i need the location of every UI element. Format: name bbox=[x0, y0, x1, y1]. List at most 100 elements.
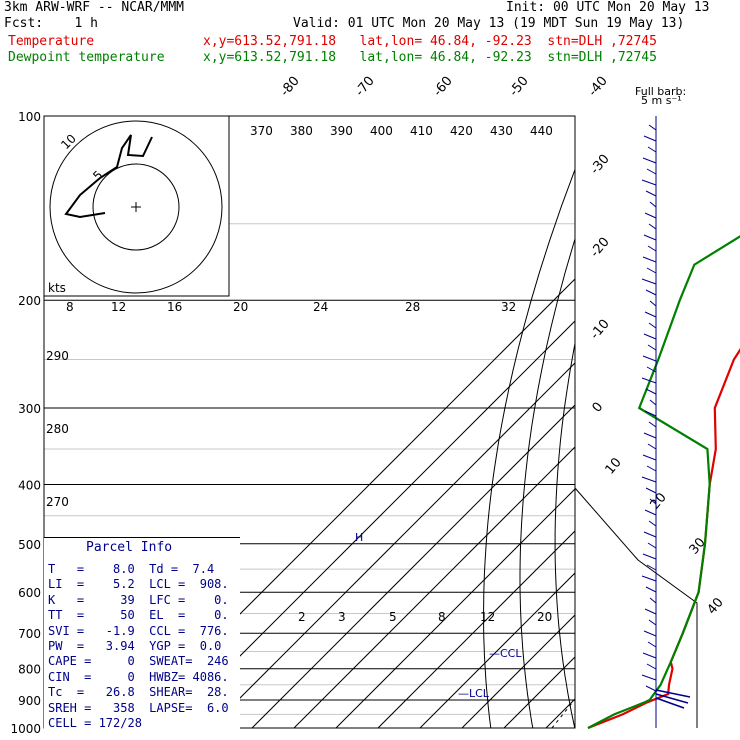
theta-label: 430 bbox=[490, 124, 513, 138]
wind-barb bbox=[645, 190, 657, 197]
dry-adiabat-label: 280 bbox=[46, 422, 69, 436]
hodo-speed-label: 32 bbox=[501, 300, 516, 314]
wind-barb bbox=[644, 608, 657, 615]
wind-barb bbox=[647, 542, 657, 549]
isotherm-line bbox=[714, 116, 740, 728]
dry-adiabat-label: 270 bbox=[46, 495, 69, 509]
pressure-label: 300 bbox=[18, 402, 41, 416]
hodograph-ring bbox=[92, 163, 180, 251]
hodo-speed-label: 28 bbox=[405, 300, 420, 314]
isotherm-line bbox=[251, 404, 575, 728]
moist-adiabat bbox=[663, 300, 740, 728]
dry-adiabat bbox=[483, 168, 575, 728]
theta-label: 390 bbox=[330, 124, 353, 138]
dry-adiabat bbox=[713, 116, 740, 728]
wind-barb bbox=[642, 256, 657, 263]
mixing-ratio-label: 5 bbox=[389, 610, 397, 624]
isotherm-line bbox=[209, 362, 575, 728]
pressure-label: 800 bbox=[18, 663, 41, 677]
wind-barb bbox=[647, 245, 657, 252]
theta-label: 410 bbox=[410, 124, 433, 138]
dry-adiabat-label: 290 bbox=[46, 349, 69, 363]
parcel-info-title: Parcel Info bbox=[86, 540, 173, 555]
wind-barb bbox=[646, 168, 657, 175]
temperature-label: Temperature bbox=[8, 34, 95, 49]
ccl-marker: —CCL bbox=[489, 647, 522, 660]
theta-label: 370 bbox=[250, 124, 273, 138]
theta-label: 420 bbox=[450, 124, 473, 138]
parcel-info-line: CELL = 172/28 bbox=[48, 716, 142, 730]
parcel-info-line: Tc = 26.8 SHEAR= 28. bbox=[48, 685, 229, 700]
parcel-info-line: SREH = 358 LAPSE= 6.0 bbox=[48, 700, 229, 715]
isotherm-label: -30 bbox=[588, 152, 613, 178]
parcel-info-line: LI = 5.2 LCL = 908. bbox=[48, 577, 229, 592]
parcel-info-line: TT = 50 EL = 0. bbox=[48, 608, 229, 623]
parcel-info-line: SVI = -1.9 CCL = 776. bbox=[48, 623, 229, 638]
theta-label: 440 bbox=[530, 124, 553, 138]
forecast-hour: Fcst: 1 h bbox=[4, 16, 98, 31]
mixing-ratio-label: 8 bbox=[438, 610, 446, 624]
mixing-ratio-line bbox=[658, 592, 740, 728]
wind-barb bbox=[649, 399, 657, 406]
wind-barb bbox=[643, 234, 657, 241]
mixing-ratio-label: 20 bbox=[537, 610, 552, 624]
hodo-speed-label: 16 bbox=[167, 300, 182, 314]
wind-barb bbox=[648, 421, 657, 428]
hodograph-units: kts bbox=[48, 281, 66, 295]
dewpoint-location: x,y=613.52,791.18 lat,lon= 46.84, -92.23… bbox=[203, 50, 657, 65]
wind-barb bbox=[644, 509, 657, 516]
wind-barb bbox=[642, 157, 657, 164]
hodo-speed-label: 8 bbox=[66, 300, 74, 314]
isotherm-line bbox=[335, 488, 575, 728]
wind-barb bbox=[642, 652, 657, 659]
isotherm-label: -60 bbox=[431, 74, 456, 100]
wind-barb bbox=[641, 377, 657, 384]
hodo-speed-label: 20 bbox=[233, 300, 248, 314]
dry-adiabat bbox=[622, 116, 684, 728]
wind-barb bbox=[648, 223, 657, 230]
wind-barb bbox=[649, 597, 657, 604]
wind-barb bbox=[644, 410, 657, 417]
wind-barb bbox=[648, 322, 657, 329]
mixing-ratio-line bbox=[573, 726, 575, 728]
wind-barb-surface bbox=[655, 689, 691, 709]
isotherm-label: 40 bbox=[705, 595, 727, 617]
wind-barb bbox=[646, 663, 657, 670]
pressure-label: 500 bbox=[18, 538, 41, 552]
mixing-ratio-label: 3 bbox=[338, 610, 346, 624]
wind-barb bbox=[642, 553, 657, 560]
lcl-marker: —LCL bbox=[458, 687, 490, 700]
parcel-info-panel: Parcel Info T = 8.0 Td = 7.4 LI = 5.2 LCL… bbox=[44, 537, 240, 730]
parcel-info-line: T = 8.0 Td = 7.4 bbox=[48, 562, 215, 576]
model-title: 3km ARW-WRF -- NCAR/MMM bbox=[4, 0, 185, 15]
isotherm-line bbox=[630, 116, 740, 728]
hodograph-center bbox=[131, 202, 141, 212]
isotherm-label: 10 bbox=[603, 455, 625, 477]
wind-barb bbox=[641, 575, 657, 582]
moist-adiabat bbox=[622, 300, 740, 728]
wind-barb bbox=[643, 630, 657, 637]
wind-barb bbox=[645, 487, 657, 494]
wind-barb bbox=[646, 465, 657, 472]
hodograph-trace bbox=[64, 134, 153, 219]
isotherm-label: -70 bbox=[353, 74, 378, 100]
wind-barb bbox=[645, 388, 657, 395]
isotherm-line bbox=[377, 530, 575, 728]
isotherm-label: -20 bbox=[588, 235, 613, 261]
isotherm-label: -10 bbox=[588, 317, 613, 343]
wind-barb bbox=[646, 366, 657, 373]
parcel-info-line: CAPE = 0 SWEAT= 246 bbox=[48, 654, 229, 669]
wind-barb bbox=[645, 586, 657, 593]
mixing-ratio-label: 2 bbox=[298, 610, 306, 624]
wind-barb bbox=[644, 212, 657, 219]
isotherm-line bbox=[419, 572, 575, 728]
hodo-speed-label: 12 bbox=[111, 300, 126, 314]
mixing-ratio-line bbox=[551, 698, 575, 728]
pressure-label: 1000 bbox=[10, 722, 41, 736]
dry-adiabat bbox=[589, 116, 662, 728]
isotherm-line bbox=[293, 446, 575, 728]
wind-barb bbox=[641, 179, 657, 186]
parcel-info-line: K = 39 LFC = 0. bbox=[48, 592, 229, 607]
wind-barb bbox=[641, 476, 657, 483]
